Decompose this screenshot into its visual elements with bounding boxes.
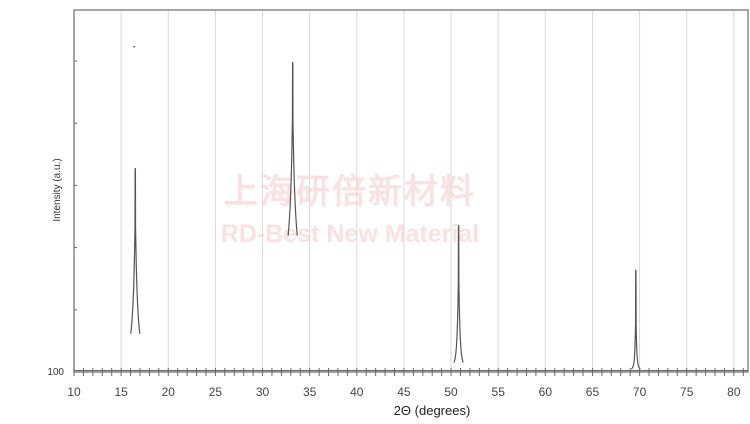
peak-16.5 [130,168,141,334]
peak-33.2 [287,62,298,236]
watermark: 上海研倍新材料 RD-Best New Material [221,173,479,248]
x-tick-label-10: 10 [67,385,81,399]
x-tick-label-35: 35 [303,385,317,399]
grid-lines [120,10,735,372]
x-tick-label-40: 40 [350,385,364,399]
x-axis: 10 15 20 25 30 35 40 45 50 55 60 65 70 75 80 [67,368,744,399]
x-tick-label-80: 80 [727,385,741,399]
x-tick-label-45: 45 [397,385,411,399]
plot-frame [73,9,749,373]
watermark-english: RD-Best New Material [221,220,479,248]
x-tick-label-60: 60 [539,385,553,399]
x-axis-title: 2Θ (degrees) [394,403,471,418]
x-tick-label-65: 65 [586,385,600,399]
x-tick-label-50: 50 [444,385,458,399]
x-tick-label-25: 25 [209,385,223,399]
x-tick-label-55: 55 [492,385,506,399]
watermark-chinese: 上海研倍新材料 [224,173,476,211]
outlier-point [133,45,136,48]
x-tick-label-75: 75 [680,385,694,399]
peak-69.6 [630,269,641,370]
x-tick-label-70: 70 [633,385,647,399]
peak-50.8 [453,225,464,363]
y-axis [74,60,77,311]
y-axis-title: Intensity (a.u.) [52,158,63,221]
pattern-series [74,45,748,372]
x-tick-label-20: 20 [162,385,176,399]
x-tick-label-30: 30 [256,385,270,399]
x-tick-label-15: 15 [114,385,128,399]
y-tick-label-100: 100 [47,367,64,378]
